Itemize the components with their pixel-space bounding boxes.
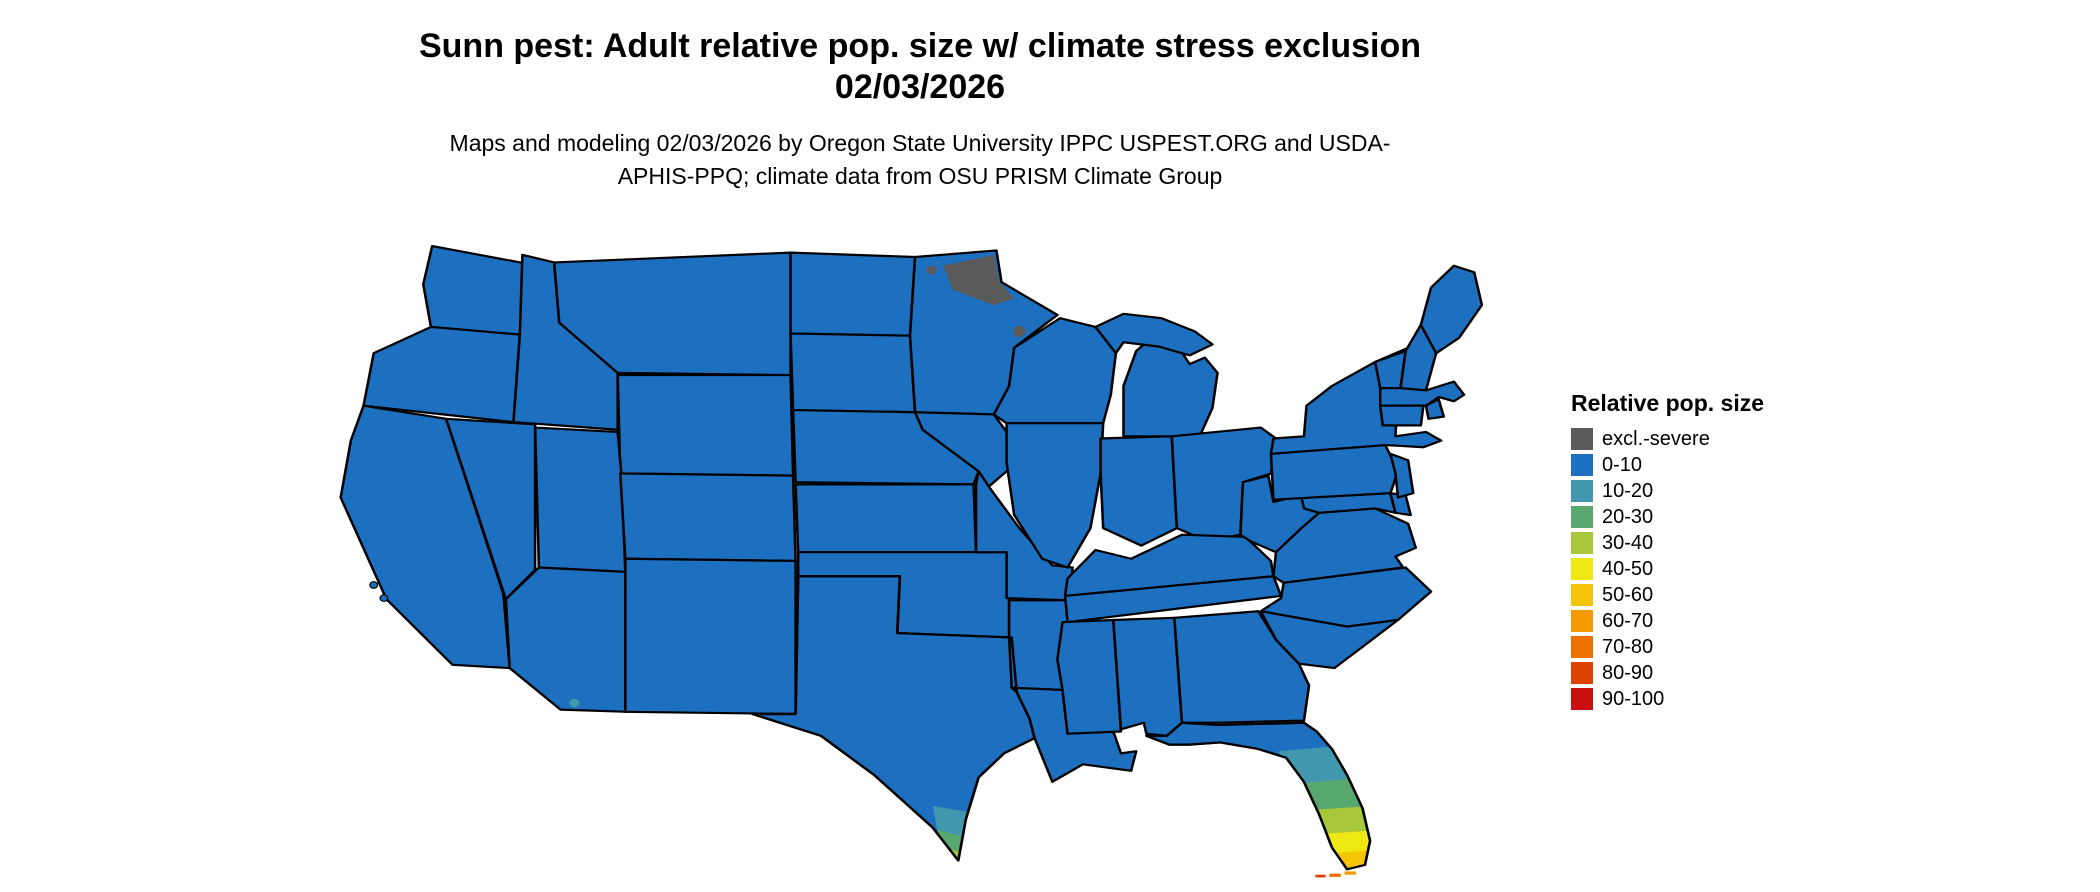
legend-item-0-10: 0-10 [1571, 454, 1764, 476]
state-mississippi [1056, 618, 1123, 735]
legend-items: excl.-severe 0-10 10-20 20-30 30-40 40-5… [1571, 428, 1764, 710]
state-rhode-island [1424, 398, 1446, 420]
state-washington [422, 244, 528, 336]
legend-item-40-50: 40-50 [1571, 558, 1764, 580]
legend-label-30-40: 30-40 [1602, 532, 1654, 554]
figure-header: Sunn pest: Adult relative pop. size w/ c… [0, 26, 1840, 194]
state-alabama [1112, 616, 1184, 737]
channel-islands [369, 581, 389, 602]
legend-label-40-50: 40-50 [1602, 558, 1654, 580]
legend-item-50-60: 50-60 [1571, 584, 1764, 606]
state-connecticut [1378, 404, 1425, 427]
legend-swatch-50-60 [1571, 584, 1593, 606]
legend-label-20-30: 20-30 [1602, 506, 1654, 528]
arizona-border-speck [569, 698, 580, 708]
figure-title-line-2: 02/03/2026 [834, 68, 1006, 107]
legend-swatch-30-40 [1571, 532, 1593, 554]
legend-swatch-40-50 [1571, 558, 1593, 580]
legend-label-50-60: 50-60 [1602, 584, 1654, 606]
legend-item-80-90: 80-90 [1571, 662, 1764, 684]
florida-outline [1145, 721, 1372, 871]
state-wisconsin [992, 317, 1118, 425]
legend-swatch-excl-severe [1571, 428, 1593, 450]
state-oregon [362, 325, 522, 424]
figure-subtitle: Maps and modeling 02/03/2026 by Oregon S… [449, 129, 1391, 190]
texas-outline [751, 575, 1036, 862]
legend-item-excl-severe: excl.-severe [1571, 428, 1764, 450]
legend-label-70-80: 70-80 [1602, 636, 1654, 658]
legend-label-0-10: 0-10 [1602, 454, 1643, 476]
legend-label-60-70: 60-70 [1602, 610, 1654, 632]
state-michigan-upper [1094, 312, 1214, 357]
florida-keys-specks [1315, 871, 1357, 878]
state-south-dakota [789, 332, 917, 414]
legend-swatch-20-30 [1571, 506, 1593, 528]
state-wyoming [616, 373, 795, 477]
legend-item-30-40: 30-40 [1571, 532, 1764, 554]
legend-item-70-80: 70-80 [1571, 636, 1764, 658]
state-new-hampshire [1399, 323, 1438, 392]
state-shapes [339, 244, 1484, 871]
state-kansas [794, 483, 978, 554]
state-new-jersey [1389, 452, 1415, 499]
state-michigan-lower [1122, 334, 1219, 438]
legend-label-80-90: 80-90 [1602, 662, 1654, 684]
figure-title-line-1: Sunn pest: Adult relative pop. size w/ c… [418, 27, 1422, 65]
legend-item-90-100: 90-100 [1571, 688, 1764, 710]
legend-swatch-10-20 [1571, 480, 1593, 502]
state-new-mexico [624, 557, 797, 716]
state-utah [533, 426, 627, 573]
excl-severe-region-minnesota [926, 254, 1026, 337]
legend-swatch-0-10 [1571, 454, 1593, 476]
state-indiana [1099, 435, 1179, 547]
legend-label-excl-severe: excl.-severe [1602, 428, 1710, 450]
legend-label-90-100: 90-100 [1602, 688, 1665, 710]
state-arizona [504, 566, 630, 713]
us-map [339, 244, 1484, 878]
legend-swatch-70-80 [1571, 636, 1593, 658]
legend-swatch-90-100 [1571, 688, 1593, 710]
legend-swatch-60-70 [1571, 610, 1593, 632]
state-iowa [913, 411, 1011, 488]
state-south-carolina [1259, 610, 1400, 670]
legend-item-60-70: 60-70 [1571, 610, 1764, 632]
state-colorado [618, 472, 797, 563]
legend-label-10-20: 10-20 [1602, 480, 1654, 502]
legend-item-10-20: 10-20 [1571, 480, 1764, 502]
legend-item-20-30: 20-30 [1571, 506, 1764, 528]
state-maine [1419, 264, 1484, 355]
legend: Relative pop. size excl.-severe 0-10 10-… [1571, 390, 1764, 714]
state-north-dakota [789, 251, 917, 337]
legend-title: Relative pop. size [1571, 390, 1765, 416]
legend-swatch-80-90 [1571, 662, 1593, 684]
